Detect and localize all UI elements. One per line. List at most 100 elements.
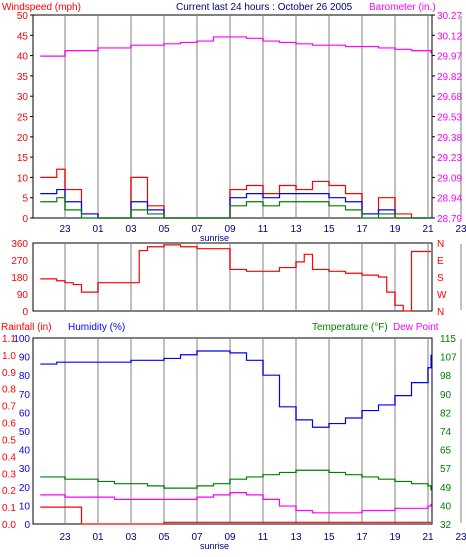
baro-ytick-label: 29.53 bbox=[437, 113, 462, 124]
humidity-ytick-label: 70 bbox=[19, 390, 31, 401]
direction-plot-frame bbox=[32, 242, 433, 312]
wind-avg-series bbox=[40, 188, 431, 219]
xtick-label: 21 bbox=[422, 224, 434, 235]
baro-ytick-label: 30.12 bbox=[437, 31, 462, 42]
xtick-label: 03 bbox=[125, 224, 137, 235]
xtick-label: 09 bbox=[224, 224, 236, 235]
dewpoint-series bbox=[40, 492, 432, 514]
rain-ytick-label: 0.0 bbox=[2, 520, 16, 531]
humidity-ytick-label: 10 bbox=[19, 501, 31, 512]
humidity-ytick-label: 40 bbox=[19, 446, 31, 457]
xtick-label: 15 bbox=[323, 224, 335, 235]
xtick-label: 23 bbox=[455, 224, 466, 235]
temperature-ytick-label: 32 bbox=[440, 520, 452, 531]
wind-ytick-label: 45 bbox=[17, 31, 29, 42]
rain-ytick-label: 0.2 bbox=[2, 486, 16, 497]
humidity-ytick-label: 100 bbox=[13, 334, 30, 345]
panel2-grid bbox=[64, 244, 462, 310]
xtick-label: 01 bbox=[92, 224, 104, 235]
humidity-ytick-label: 90 bbox=[19, 353, 31, 364]
baro-ytick-label: 29.38 bbox=[437, 133, 462, 144]
baro-ytick-label: 29.68 bbox=[437, 92, 462, 103]
humidity-series bbox=[40, 350, 432, 428]
temperature-ytick-label: 57 bbox=[440, 464, 452, 475]
humidity-ytick-label: 30 bbox=[19, 464, 31, 475]
xtick-label: 13 bbox=[290, 532, 302, 543]
compass-ytick-label: E bbox=[437, 256, 444, 267]
barometer-series bbox=[40, 36, 432, 57]
panel3-ytick-labels: 0.0 0.1 0.2 0.3 0.4 0.5 0.6 0.7 0.8 0.9 1.0 1.1 0 10 2… bbox=[2, 334, 457, 531]
rain-ytick-label: 0.6 bbox=[2, 419, 16, 430]
humidity-temp-plot-frame bbox=[32, 337, 433, 525]
wind-ytick-label: 40 bbox=[17, 52, 29, 63]
rain-ytick-label: 1.1 bbox=[2, 334, 16, 345]
rain-ytick-label: 0.9 bbox=[2, 368, 16, 379]
humidity-ytick-label: 0 bbox=[24, 520, 30, 531]
humidity-ytick-label: 80 bbox=[19, 371, 31, 382]
baro-ytick-label: 28.94 bbox=[437, 194, 462, 205]
direction-ytick-label: 0 bbox=[22, 307, 28, 318]
direction-ytick-label: 180 bbox=[11, 273, 28, 284]
humidity-ylabel: Humidity (%) bbox=[68, 322, 125, 333]
temperature-ytick-label: 74 bbox=[440, 427, 452, 438]
temperature-series bbox=[40, 469, 432, 491]
sunrise-label-top: sunrise bbox=[200, 233, 229, 243]
chart-series bbox=[40, 36, 432, 525]
wind-ytick-label: 20 bbox=[17, 133, 29, 144]
compass-ytick-label: S bbox=[437, 273, 444, 284]
rain-ytick-label: 0.8 bbox=[2, 385, 16, 396]
xtick-label: 11 bbox=[258, 224, 269, 235]
temperature-ytick-label: 49 bbox=[440, 483, 452, 494]
wind-ytick-label: 10 bbox=[17, 173, 29, 184]
xtick-label: 23 bbox=[455, 532, 466, 543]
compass-ytick-label: W bbox=[437, 290, 447, 301]
wind-ytick-label: 30 bbox=[17, 92, 29, 103]
rain-ylabel: Rainfall (in) bbox=[1, 322, 52, 333]
chart-title: Current last 24 hours : October 26 2005 bbox=[176, 2, 353, 13]
xtick-label: 19 bbox=[389, 224, 401, 235]
xtick-label: 07 bbox=[191, 532, 203, 543]
temperature-ytick-label: 82 bbox=[440, 408, 452, 419]
xtick-label: 23 bbox=[59, 532, 71, 543]
baro-ylabel: Barometer (in.) bbox=[369, 2, 436, 13]
rainfall-series bbox=[40, 506, 431, 525]
compass-ytick-label: N bbox=[437, 239, 444, 250]
wind-ytick-label: 15 bbox=[17, 153, 29, 164]
temperature-ytick-label: 115 bbox=[440, 334, 456, 345]
temperature-ytick-label: 40 bbox=[440, 501, 452, 512]
rain-ytick-label: 0.7 bbox=[2, 402, 16, 413]
xtick-label: 05 bbox=[158, 224, 170, 235]
xtick-label: 15 bbox=[323, 532, 335, 543]
xtick-label: 11 bbox=[258, 532, 269, 543]
wind-ytick-label: 35 bbox=[17, 72, 29, 83]
rain-ytick-label: 1.0 bbox=[2, 351, 16, 362]
humidity-ytick-label: 60 bbox=[19, 408, 31, 419]
rain-ytick-label: 0.1 bbox=[2, 503, 16, 514]
temperature-ytick-label: 65 bbox=[440, 446, 452, 457]
compass-ytick-label: N bbox=[437, 307, 444, 318]
temperature-ylabel: Temperature (°F) bbox=[312, 322, 388, 333]
xtick-label: 03 bbox=[125, 532, 137, 543]
baro-ytick-label: 29.09 bbox=[437, 173, 462, 184]
wind-ytick-label: 5 bbox=[22, 194, 28, 205]
wind-direction-series bbox=[40, 244, 431, 312]
humidity-ytick-label: 20 bbox=[19, 483, 31, 494]
xtick-label: 19 bbox=[389, 532, 401, 543]
panel3-grid bbox=[64, 339, 462, 523]
rain-ytick-label: 0.4 bbox=[2, 452, 16, 463]
xtick-label: 13 bbox=[290, 224, 302, 235]
baro-ytick-label: 28.79 bbox=[437, 214, 462, 225]
xtick-label: 09 bbox=[224, 532, 236, 543]
wind-ytick-label: 50 bbox=[17, 11, 29, 22]
temperature-ytick-label: 90 bbox=[440, 390, 452, 401]
xtick-label: 21 bbox=[422, 532, 434, 543]
direction-ytick-label: 360 bbox=[11, 239, 28, 250]
temperature-ytick-label: 107 bbox=[440, 353, 457, 364]
xtick-label: 01 bbox=[92, 532, 104, 543]
panel1-ytick-labels: 0 5 10 15 20 25 30 35 40 45 50 28.79 28.94 29.09 29.23… bbox=[17, 11, 463, 225]
panel2-ytick-labels: 0 N 90 W 180 S 270 E 360 N bbox=[11, 239, 447, 318]
sunrise-label-bottom: sunrise bbox=[200, 541, 229, 551]
direction-ytick-label: 270 bbox=[11, 256, 28, 267]
rain-ytick-label: 0.5 bbox=[2, 435, 16, 446]
